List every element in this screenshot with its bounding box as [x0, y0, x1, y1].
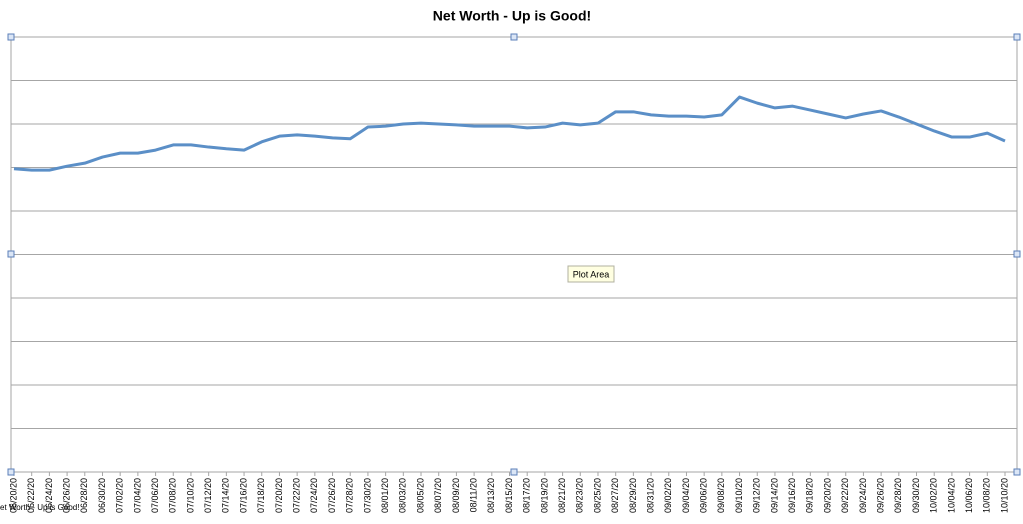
chart-title: Net Worth - Up is Good!: [433, 8, 591, 24]
x-tick-label: 10/10/20: [999, 478, 1009, 513]
x-tick-label: 06/26/20: [61, 478, 71, 513]
x-tick-label: 09/08/20: [716, 478, 726, 513]
x-tick-label: 06/30/20: [97, 478, 107, 513]
x-tick-label: 09/12/20: [752, 478, 762, 513]
x-tick-label: 08/23/20: [575, 478, 585, 513]
x-tick-label: 10/08/20: [982, 478, 992, 513]
x-tick-label: 09/18/20: [805, 478, 815, 513]
x-tick-label: 08/05/20: [415, 478, 425, 513]
x-tick-label: 07/04/20: [132, 478, 142, 513]
x-tick-label: 09/28/20: [893, 478, 903, 513]
x-tick-label: 09/14/20: [769, 478, 779, 513]
legend-text: et Worth - Up is Good!: [0, 503, 79, 512]
tooltip-box: [567, 265, 615, 283]
x-tick-label: 09/04/20: [681, 478, 691, 513]
x-tick-label: 08/15/20: [504, 478, 514, 513]
x-tick-label: 08/25/20: [592, 478, 602, 513]
x-tick-label: 08/29/20: [628, 478, 638, 513]
x-tick-label: 07/24/20: [309, 478, 319, 513]
x-tick-label: 07/16/20: [238, 478, 248, 513]
x-tick-label: 07/06/20: [150, 478, 160, 513]
x-tick-label: 10/04/20: [946, 478, 956, 513]
x-tick-label: 06/28/20: [79, 478, 89, 513]
x-tick-label: 08/17/20: [522, 478, 532, 513]
x-tick-label: 07/10/20: [185, 478, 195, 513]
x-tick-label: 10/02/20: [929, 478, 939, 513]
x-tick-label: 08/31/20: [645, 478, 655, 513]
x-tick-label: 09/06/20: [699, 478, 709, 513]
x-tick-label: 08/11/20: [468, 478, 478, 512]
x-tick-label: 08/03/20: [398, 478, 408, 513]
x-tick-label: 09/22/20: [840, 478, 850, 513]
x-tick-label: 09/16/20: [787, 478, 797, 513]
x-tick-label: 08/01/20: [380, 478, 390, 513]
x-tick-label: 07/22/20: [292, 478, 302, 513]
x-tick-label: 07/20/20: [274, 478, 284, 513]
line: [13, 95, 1006, 172]
x-tick-label: 09/30/20: [911, 478, 921, 513]
x-tick-label: 07/02/20: [115, 478, 125, 513]
x-tick-label: 08/21/20: [557, 478, 567, 513]
x-tick-label: 07/28/20: [345, 478, 355, 513]
x-tick-label: 08/19/20: [539, 478, 549, 513]
x-tick-label: 07/26/20: [327, 478, 337, 513]
x-tick-label: 08/07/20: [433, 478, 443, 513]
x-tick-label: 07/30/20: [362, 478, 372, 513]
x-tick-label: 07/08/20: [168, 478, 178, 513]
x-tick-label: 09/24/20: [858, 478, 868, 513]
selection-handles: [7, 33, 1021, 476]
x-tick-label: 09/02/20: [663, 478, 673, 513]
x-tick-label: 09/20/20: [822, 478, 832, 513]
x-tick-label: 07/14/20: [221, 478, 231, 513]
x-tick-label: 08/27/20: [610, 478, 620, 513]
x-tick-label: 10/06/20: [964, 478, 974, 513]
x-tick-label: 08/13/20: [486, 478, 496, 513]
x-tick-label: 09/26/20: [876, 478, 886, 513]
x-tick-label: 06/24/20: [44, 478, 54, 513]
x-tick-label: 07/12/20: [203, 478, 213, 513]
tooltip: Plot Area: [573, 269, 610, 279]
x-tick-label: 09/10/20: [734, 478, 744, 513]
x-tick-label: 06/20/20: [8, 478, 18, 513]
x-tick-label: 07/18/20: [256, 478, 266, 513]
x-tick-label: 06/22/20: [26, 478, 36, 513]
x-tick-label: 08/09/20: [451, 478, 461, 513]
